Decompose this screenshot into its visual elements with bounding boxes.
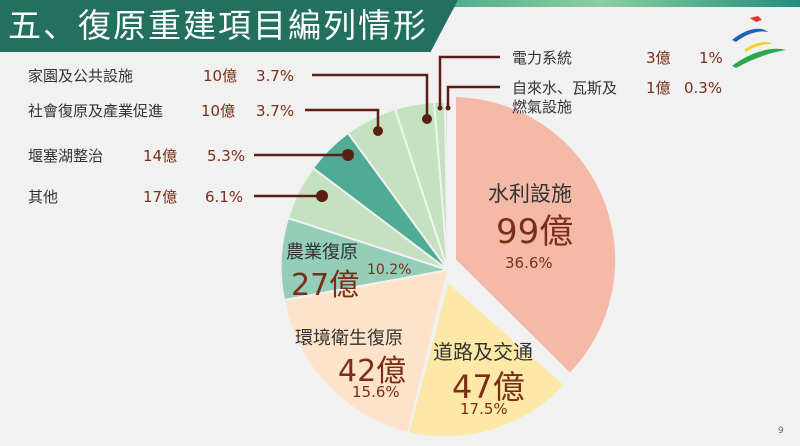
- callout-watersupply-name: 自來水、瓦斯及: [512, 79, 618, 97]
- slice-env-name: 環境衛生復原: [295, 328, 403, 349]
- callout-power-name: 電力系統: [512, 49, 573, 67]
- slice-road-amount: 47億: [452, 368, 525, 406]
- callout-home-name: 家園及公共設施: [28, 67, 134, 85]
- callout-other-amount: 17億: [143, 188, 178, 206]
- slice-agri-pct: 10.2%: [367, 262, 412, 278]
- callout-watersupply-name2: 燃氣設施: [512, 98, 573, 116]
- slice-road-name: 道路及交通: [433, 340, 533, 364]
- page-number: 9: [778, 426, 784, 436]
- leader-lines: [254, 55, 500, 198]
- title-banner: 五、復原重建項目編列情形: [0, 0, 458, 52]
- callout-lake-amount: 14億: [143, 147, 178, 165]
- slice-water-amount: 99億: [496, 212, 574, 252]
- slice-water-pct: 36.6%: [505, 254, 553, 272]
- slice-water-name: 水利設施: [488, 182, 572, 206]
- callout-lake-name: 堰塞湖整治: [28, 147, 104, 165]
- callout-other-pct: 6.1%: [205, 188, 244, 206]
- slice-env-pct: 15.6%: [352, 383, 400, 401]
- callout-watersupply-pct: 0.3%: [684, 79, 723, 97]
- logo-icon: [732, 16, 786, 68]
- slice-env-amount: 42億: [338, 354, 407, 389]
- slice-road-pct: 17.5%: [460, 400, 508, 418]
- callout-watersupply-amount: 1億: [646, 79, 671, 97]
- callout-power-pct: 1%: [699, 49, 723, 67]
- callout-power-amount: 3億: [646, 49, 671, 67]
- slice-road: [406, 280, 567, 439]
- callout-social-name: 社會復原及產業促進: [28, 102, 164, 120]
- callout-home-pct: 3.7%: [256, 67, 295, 85]
- leader-dots: [316, 105, 451, 202]
- callout-social-amount: 10億: [201, 102, 236, 120]
- callout-social-pct: 3.7%: [256, 102, 295, 120]
- slice-env: [282, 268, 450, 435]
- pie-slices: [279, 94, 618, 439]
- callout-other-name: 其他: [28, 188, 59, 206]
- slice-water: [454, 94, 618, 376]
- slice-agri-name: 農業復原: [286, 242, 358, 263]
- slice-agri-amount: 27億: [291, 268, 360, 303]
- callout-lake-pct: 5.3%: [207, 147, 246, 165]
- page-title: 五、復原重建項目編列情形: [8, 6, 428, 45]
- callout-home-amount: 10億: [203, 67, 238, 85]
